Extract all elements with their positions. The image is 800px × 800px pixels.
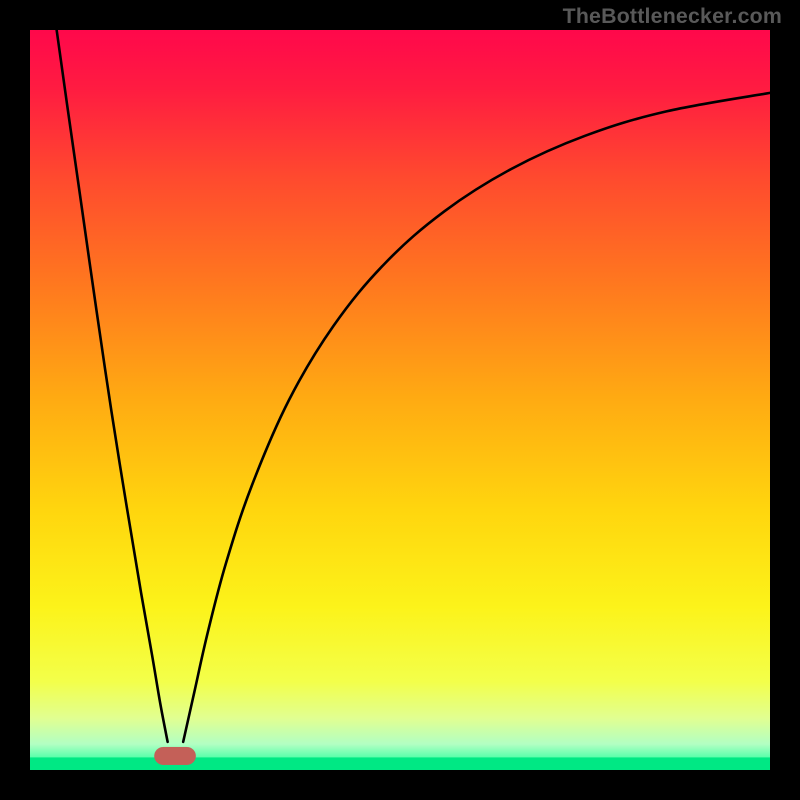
- watermark-text: TheBottlenecker.com: [563, 4, 782, 29]
- bottom-green-band: [30, 757, 770, 770]
- bottleneck-chart: [0, 0, 800, 800]
- figure-root: TheBottlenecker.com: [0, 0, 800, 800]
- minimum-marker: [154, 747, 196, 765]
- plot-background: [30, 30, 770, 770]
